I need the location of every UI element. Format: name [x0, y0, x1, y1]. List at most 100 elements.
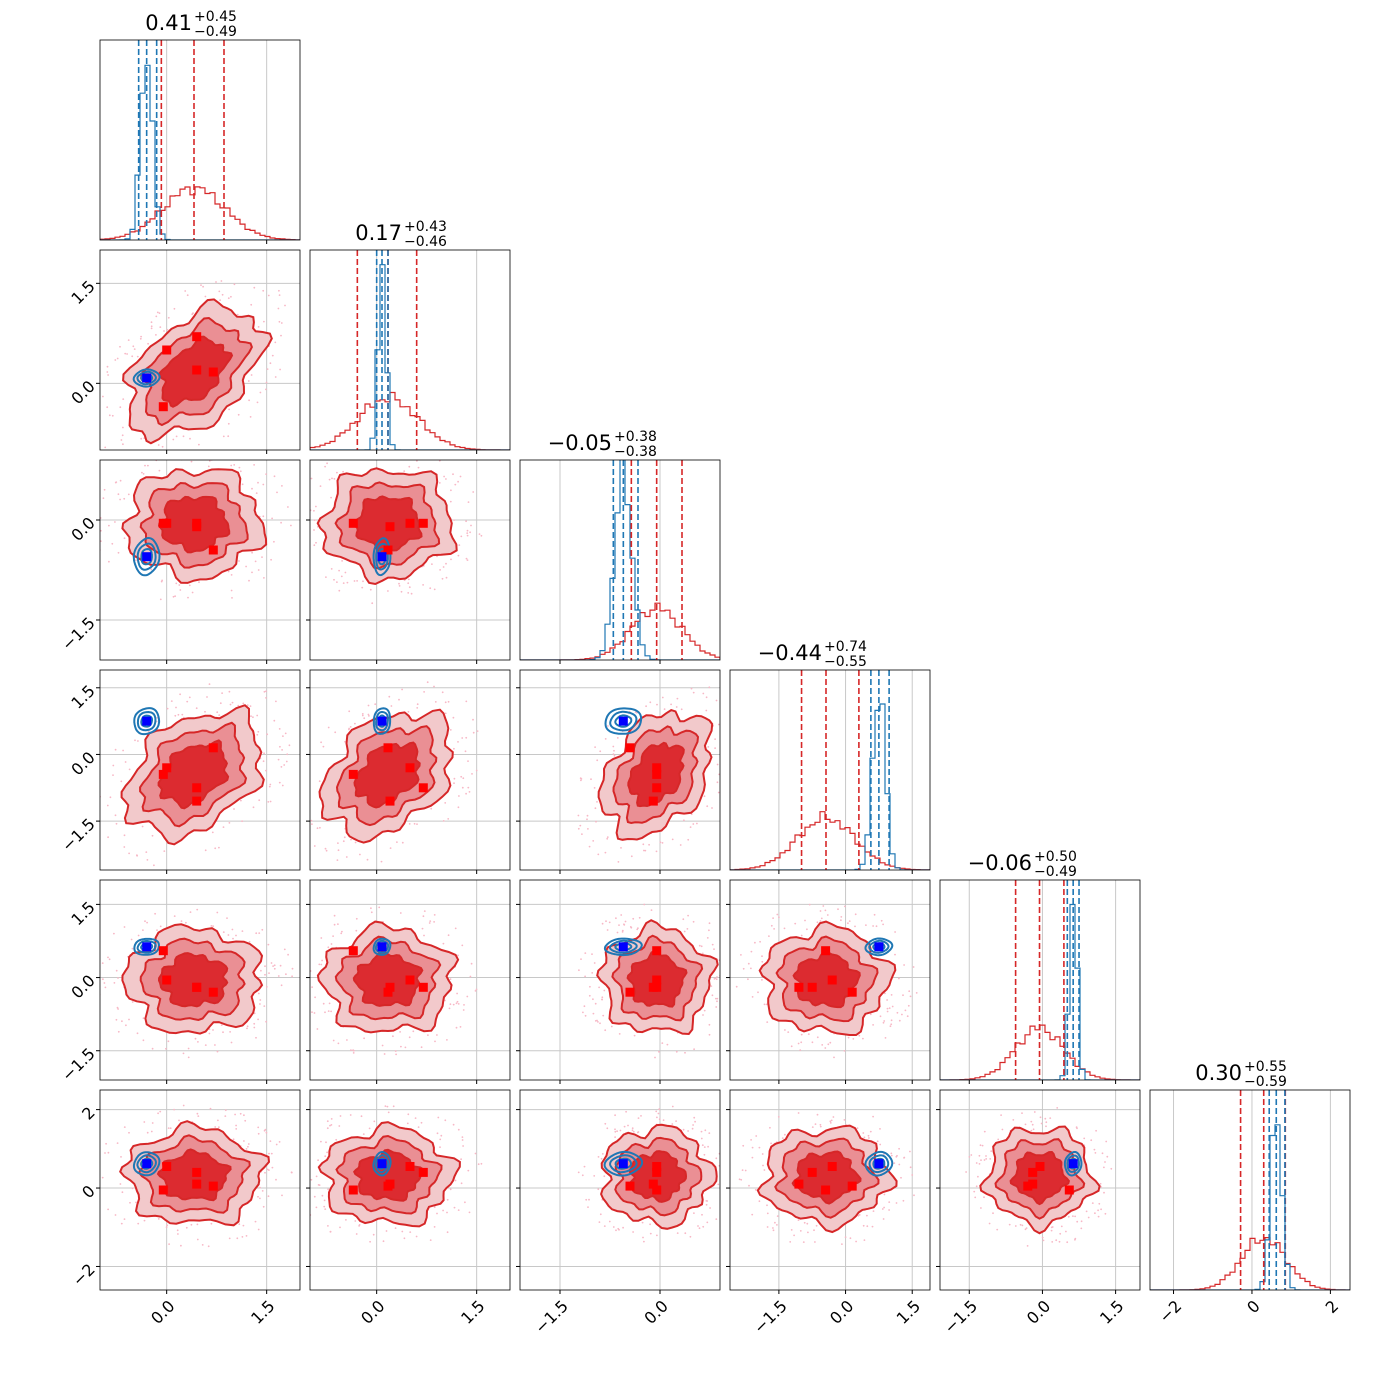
scatter-point	[711, 943, 714, 946]
scatter-point	[232, 1138, 235, 1141]
scatter-point	[1105, 1140, 1108, 1143]
scatter-point	[450, 558, 452, 561]
red-sample-marker	[652, 783, 662, 793]
scatter-point	[123, 1126, 126, 1128]
scatter-point	[315, 505, 317, 508]
scatter-point	[373, 1120, 376, 1123]
scatter-point	[329, 1124, 331, 1127]
scatter-point	[437, 1116, 440, 1119]
scatter-point	[615, 917, 617, 920]
scatter-point	[200, 284, 202, 286]
scatter-point	[257, 1228, 260, 1231]
scatter-point	[704, 1129, 707, 1132]
red-sample-marker	[192, 365, 202, 375]
scatter-point	[202, 285, 205, 288]
scatter-point	[886, 999, 888, 1001]
scatter-point	[163, 850, 166, 852]
scatter-point	[578, 969, 580, 972]
scatter-point	[868, 1137, 870, 1139]
scatter-point	[588, 845, 591, 848]
scatter-point	[322, 1002, 325, 1005]
scatter-point	[449, 729, 452, 731]
scatter-point	[440, 1134, 443, 1137]
scatter-point	[113, 982, 116, 984]
scatter-point	[741, 1169, 744, 1171]
scatter-point	[278, 781, 281, 784]
scatter-point	[401, 1230, 404, 1233]
scatter-point	[903, 1157, 905, 1159]
scatter-point	[640, 1115, 642, 1117]
scatter-point	[342, 840, 345, 843]
scatter-point	[270, 558, 272, 561]
scatter-point	[277, 758, 280, 761]
scatter-point	[311, 823, 313, 825]
scatter-point	[815, 1224, 818, 1227]
scatter-point	[263, 320, 265, 323]
scatter-point	[108, 958, 111, 961]
scatter-point	[758, 1146, 761, 1149]
scatter-point	[1026, 1245, 1029, 1247]
scatter-point	[173, 307, 176, 310]
scatter-point	[445, 478, 447, 480]
red-sample-marker	[847, 987, 857, 997]
scatter-point	[467, 1169, 470, 1172]
scatter-point	[218, 846, 220, 849]
scatter-point	[361, 586, 364, 589]
scatter-point	[429, 587, 432, 590]
scatter-point	[716, 997, 719, 1000]
scatter-point	[452, 1123, 455, 1126]
scatter-point	[457, 954, 459, 957]
scatter-point	[119, 498, 121, 501]
scatter-point	[257, 992, 260, 995]
scatter-point	[114, 814, 117, 817]
scatter-point	[886, 1010, 889, 1013]
scatter-point	[122, 398, 125, 400]
scatter-point	[144, 464, 146, 467]
blue-sample-marker	[874, 1159, 884, 1169]
scatter-point	[597, 1021, 599, 1023]
scatter-point	[278, 1141, 281, 1143]
scatter-point	[191, 313, 194, 316]
scatter-point	[461, 1136, 464, 1138]
scatter-point	[613, 754, 616, 757]
title-plus: +0.50	[1034, 849, 1077, 865]
scatter-point	[735, 967, 737, 969]
scatter-point	[703, 1153, 706, 1156]
red-sample-marker	[385, 796, 395, 806]
red-sample-marker	[348, 769, 358, 779]
scatter-point	[247, 1143, 250, 1145]
scatter-point	[422, 584, 424, 586]
scatter-point	[1033, 1111, 1036, 1113]
scatter-point	[675, 1120, 677, 1122]
scatter-point	[456, 992, 458, 995]
scatter-point	[711, 994, 714, 997]
scatter-point	[235, 1124, 238, 1127]
scatter-point	[747, 978, 749, 981]
scatter-point	[909, 995, 912, 998]
panel-4-3	[730, 880, 930, 1080]
scatter-point	[107, 1151, 110, 1154]
scatter-point	[691, 1127, 694, 1130]
scatter-point	[341, 930, 343, 933]
scatter-point	[965, 1171, 967, 1173]
scatter-point	[750, 1139, 752, 1141]
scatter-point	[438, 482, 441, 484]
x-tick-label: 0.0	[640, 1296, 671, 1327]
blue-sample-marker	[1068, 1159, 1078, 1169]
scatter-point	[197, 1041, 199, 1043]
scatter-point	[754, 1188, 757, 1191]
scatter-point	[395, 1053, 397, 1056]
scatter-point	[189, 437, 191, 440]
x-tick-label: −1.5	[750, 1296, 791, 1337]
scatter-point	[879, 1015, 882, 1018]
red-sample-marker	[192, 522, 202, 532]
scatter-point	[445, 576, 448, 579]
scatter-point	[816, 921, 819, 924]
scatter-point	[324, 1208, 327, 1210]
scatter-point	[708, 1033, 711, 1036]
scatter-point	[596, 759, 599, 762]
scatter-point	[102, 497, 105, 500]
scatter-point	[594, 746, 596, 748]
scatter-point	[447, 700, 450, 703]
scatter-point	[898, 1147, 900, 1150]
